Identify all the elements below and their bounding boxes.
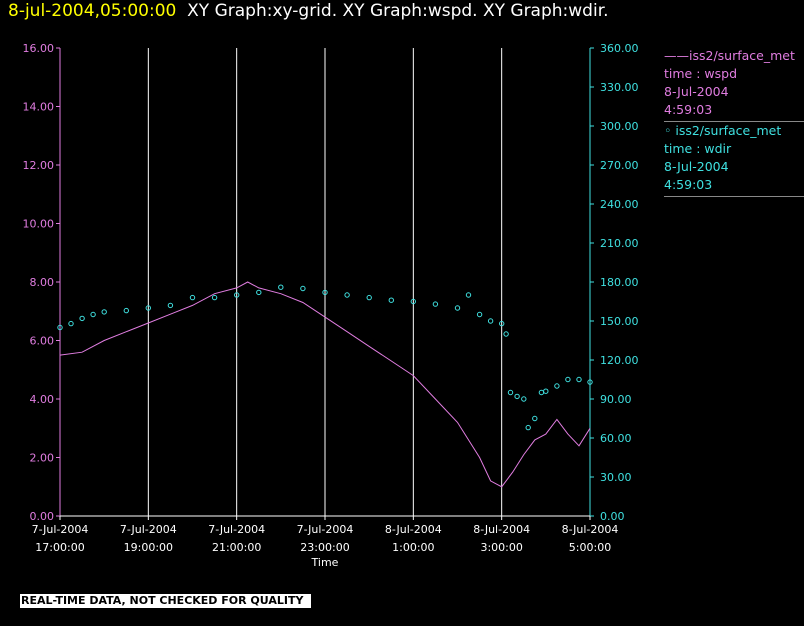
wdir-point [90, 311, 96, 318]
x-tick-label-time: 21:00:00 [212, 541, 261, 554]
right-y-tick-label: 150.00 [600, 315, 639, 328]
wspd-series-line [59, 281, 591, 488]
right-y-tick-label: 210.00 [600, 237, 639, 250]
left-y-tick-label: 10.00 [23, 218, 55, 231]
x-tick-label-time: 1:00:00 [392, 541, 434, 554]
legend: ——iss2/surface_met time : wspd 8-Jul-200… [664, 47, 804, 197]
wdir-point [499, 320, 505, 327]
wdir-point [554, 383, 560, 389]
wdir-point [487, 318, 494, 324]
wdir-point [525, 424, 531, 431]
left-y-tick-label: 12.00 [23, 159, 55, 172]
x-tick-label-time: 19:00:00 [124, 541, 173, 554]
x-tick-label-time: 17:00:00 [35, 541, 84, 554]
legend-time: 4:59:03 [664, 177, 713, 192]
wdir-point [300, 285, 306, 292]
wdir-point [454, 305, 461, 311]
x-tick-label-date: 7-Jul-2004 [32, 523, 89, 536]
x-tick-label-date: 8-Jul-2004 [473, 523, 530, 536]
wdir-point [322, 289, 328, 296]
wdir-point [503, 331, 509, 337]
wdir-point [587, 379, 593, 385]
wdir-point [234, 292, 240, 298]
right-y-tick-label: 300.00 [600, 120, 639, 133]
wdir-point [521, 396, 527, 402]
wdir-point [565, 376, 571, 383]
wdir-point [57, 324, 63, 331]
header-titles: 8-jul-2004,05:00:00 XY Graph:xy-grid. XY… [8, 1, 609, 21]
left-y-tick-label: 16.00 [23, 42, 55, 55]
x-tick-label-time: 23:00:00 [300, 541, 349, 554]
wdir-point [101, 309, 107, 315]
wdir-point [211, 294, 218, 301]
wdir-point [532, 415, 538, 422]
legend-source: iss2/surface_met [689, 48, 795, 63]
right-y-tick-label: 360.00 [600, 42, 639, 55]
legend-time: 4:59:03 [664, 102, 713, 117]
wdir-point [543, 388, 549, 394]
wdir-point [278, 284, 284, 290]
x-tick-label-date: 7-Jul-2004 [208, 523, 265, 536]
wdir-point [167, 302, 174, 309]
x-tick-label-date: 8-Jul-2004 [385, 523, 442, 536]
wdir-point [344, 292, 350, 298]
x-tick-label-time: 5:00:00 [569, 541, 611, 554]
x-tick-label-date: 8-Jul-2004 [562, 523, 619, 536]
legend-variable: time : wdir [664, 141, 732, 156]
legend-date: 8-Jul-2004 [664, 159, 729, 174]
left-y-tick-label: 4.00 [30, 393, 55, 406]
legend-line-symbol: —— [664, 48, 689, 63]
right-y-tick-label: 180.00 [600, 276, 639, 289]
right-y-tick-label: 30.00 [600, 471, 632, 484]
x-axis-label: Time [311, 556, 339, 569]
wdir-point [366, 294, 372, 301]
header-graph-titles: XY Graph:xy-grid. XY Graph:wspd. XY Grap… [187, 1, 609, 21]
legend-date: 8-Jul-2004 [664, 84, 729, 99]
right-y-tick-label: 120.00 [600, 354, 639, 367]
right-y-tick-label: 330.00 [600, 81, 639, 94]
wdir-point [476, 311, 483, 318]
right-y-tick-label: 240.00 [600, 198, 639, 211]
wdir-point [432, 301, 439, 307]
right-y-tick-label: 0.00 [600, 510, 625, 523]
quality-warning-banner: REAL-TIME DATA, NOT CHECKED FOR QUALITY [20, 594, 312, 608]
legend-circle-symbol: ◦ [664, 123, 676, 138]
wdir-point [410, 298, 416, 305]
wdir-point [388, 297, 394, 303]
left-y-tick-label: 6.00 [30, 335, 55, 348]
legend-entry-wspd: ——iss2/surface_met time : wspd 8-Jul-200… [664, 47, 804, 122]
legend-variable: time : wspd [664, 66, 738, 81]
wdir-point [123, 307, 130, 314]
left-y-tick-label: 14.00 [23, 101, 55, 114]
left-y-tick-label: 2.00 [30, 452, 55, 465]
wdir-point [538, 389, 545, 396]
right-y-tick-label: 270.00 [600, 159, 639, 172]
left-y-tick-label: 8.00 [30, 276, 55, 289]
x-tick-label-date: 7-Jul-2004 [297, 523, 354, 536]
legend-source: iss2/surface_met [675, 123, 782, 138]
legend-entry-wdir: ◦ iss2/surface_met time : wdir 8-Jul-200… [664, 122, 804, 197]
wdir-point [465, 292, 472, 298]
wdir-point [145, 305, 152, 311]
left-y-tick-label: 0.00 [30, 510, 55, 523]
header-timestamp: 8-jul-2004,05:00:00 [8, 1, 177, 21]
wdir-point [256, 289, 262, 296]
wdir-point [79, 315, 85, 322]
x-tick-label-time: 3:00:00 [480, 541, 522, 554]
wdir-point [576, 376, 582, 383]
wdir-point [514, 393, 520, 400]
wdir-point [507, 389, 514, 396]
right-y-tick-label: 90.00 [600, 393, 632, 406]
right-y-tick-label: 60.00 [600, 432, 632, 445]
x-tick-label-date: 7-Jul-2004 [120, 523, 177, 536]
wdir-point [189, 294, 196, 301]
wdir-point [68, 320, 74, 327]
